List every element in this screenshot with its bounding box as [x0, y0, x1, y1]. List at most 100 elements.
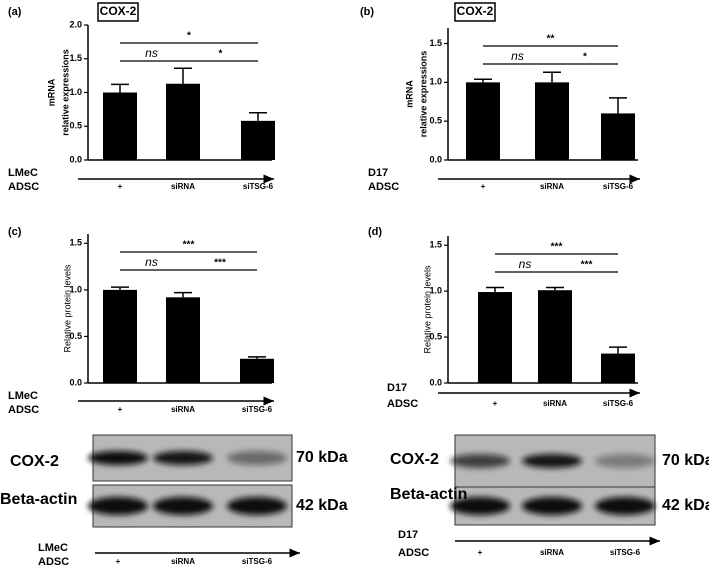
- x-row-label: D17: [368, 167, 388, 179]
- title-box: [97, 2, 139, 22]
- title-box: [454, 2, 496, 22]
- x-row-label: ADSC: [368, 181, 399, 193]
- y-tick-label: 1.0: [69, 284, 82, 294]
- blot-band: [88, 497, 148, 515]
- y-tick-label: 1.5: [429, 240, 442, 250]
- significance-label: *: [583, 52, 587, 63]
- blot-band: [227, 451, 287, 465]
- y-tick-label: 1.0: [429, 77, 442, 87]
- y-tick-label: 0.0: [69, 377, 82, 387]
- bar: [535, 82, 569, 160]
- x-tick-label: siRNA: [171, 405, 195, 414]
- significance-label: ns: [511, 49, 524, 63]
- blot-row-label: Beta-actin: [390, 486, 467, 503]
- y-tick-label: 0.0: [429, 154, 442, 164]
- x-row-label: LMeC: [38, 542, 68, 554]
- bar: [538, 290, 572, 383]
- significance-label: ***: [183, 240, 195, 251]
- significance-label: **: [547, 34, 555, 45]
- y-axis-label: relative expressions: [60, 49, 70, 136]
- y-axis-label: relative expressions: [418, 51, 428, 138]
- x-tick-label: +: [118, 405, 123, 414]
- blot-band: [595, 454, 655, 468]
- y-tick-label: 1.0: [69, 87, 82, 97]
- x-row-label: D17: [398, 529, 418, 541]
- significance-label: *: [187, 31, 191, 42]
- blot-band: [595, 497, 655, 515]
- blot-kda-label: 42 kDa: [662, 497, 709, 514]
- x-row-label: LMeC: [8, 167, 38, 179]
- lane-label: siTSG-6: [242, 557, 273, 566]
- y-tick-label: 0.5: [429, 116, 442, 126]
- blot-row-label: COX-2: [10, 453, 59, 470]
- y-tick-label: 1.5: [69, 53, 82, 63]
- y-axis-label: Relative protein levels: [62, 264, 72, 353]
- blot-band: [522, 454, 582, 468]
- x-tick-label: siRNA: [543, 399, 567, 408]
- x-row-label: ADSC: [8, 404, 39, 416]
- bar: [103, 92, 137, 160]
- blot-band: [450, 497, 510, 515]
- y-axis-label: mRNA: [404, 80, 414, 108]
- y-axis-label: mRNA: [46, 78, 56, 106]
- blot-row-label: Beta-actin: [0, 491, 77, 508]
- bar: [601, 353, 635, 383]
- bar: [166, 83, 200, 160]
- x-row-label: ADSC: [8, 181, 39, 193]
- y-axis-label: Relative protein levels: [422, 265, 432, 354]
- x-tick-label: siRNA: [540, 182, 564, 191]
- panel-label: (a): [8, 6, 22, 18]
- blot-kda-label: 70 kDa: [662, 452, 709, 469]
- bar: [166, 297, 200, 383]
- y-tick-label: 1.0: [429, 286, 442, 296]
- blot-band: [522, 497, 582, 515]
- bar: [241, 120, 275, 160]
- lane-label: siTSG-6: [610, 548, 641, 557]
- blot-kda-label: 70 kDa: [296, 449, 348, 466]
- x-row-label: D17: [387, 382, 407, 394]
- y-tick-label: 0.0: [429, 377, 442, 387]
- significance-label: *: [219, 49, 223, 60]
- y-tick-label: 0.5: [69, 331, 82, 341]
- significance-label: ***: [551, 242, 563, 253]
- y-tick-label: 0.5: [69, 121, 82, 131]
- significance-label: ns: [145, 255, 158, 269]
- significance-label: ns: [519, 257, 532, 271]
- blot-kda-label: 42 kDa: [296, 497, 348, 514]
- x-tick-label: +: [493, 399, 498, 408]
- significance-label: ns: [145, 46, 158, 60]
- lane-label: +: [478, 548, 483, 557]
- x-tick-label: +: [481, 182, 486, 191]
- y-tick-label: 0.5: [429, 331, 442, 341]
- blot-band: [227, 497, 287, 515]
- x-row-label: ADSC: [38, 556, 69, 566]
- chart-title: COX-2: [100, 4, 137, 18]
- bar: [240, 358, 274, 383]
- lane-label: +: [116, 557, 121, 566]
- blot-band: [153, 451, 213, 465]
- lane-label: siRNA: [540, 548, 564, 557]
- bar: [478, 292, 512, 383]
- bar: [466, 82, 500, 160]
- blot-row-label: COX-2: [390, 451, 439, 468]
- blot-band: [88, 451, 148, 465]
- significance-label: ***: [214, 258, 226, 269]
- panel-label: (c): [8, 226, 22, 238]
- x-tick-label: siTSG-6: [603, 399, 634, 408]
- y-tick-label: 2.0: [69, 19, 82, 29]
- chart-title: COX-2: [457, 4, 494, 18]
- bar: [103, 289, 137, 383]
- lane-label: siRNA: [171, 557, 195, 566]
- x-row-label: LMeC: [8, 390, 38, 402]
- panel-label: (d): [368, 226, 382, 238]
- y-tick-label: 1.5: [69, 238, 82, 248]
- significance-label: ***: [581, 260, 593, 271]
- x-tick-label: siTSG-6: [242, 405, 273, 414]
- y-tick-label: 0.0: [69, 154, 82, 164]
- y-tick-label: 1.5: [429, 38, 442, 48]
- x-row-label: ADSC: [398, 547, 429, 559]
- panel-label: (b): [360, 6, 374, 18]
- x-tick-label: +: [118, 182, 123, 191]
- x-row-label: ADSC: [387, 398, 418, 410]
- blot-band: [153, 497, 213, 515]
